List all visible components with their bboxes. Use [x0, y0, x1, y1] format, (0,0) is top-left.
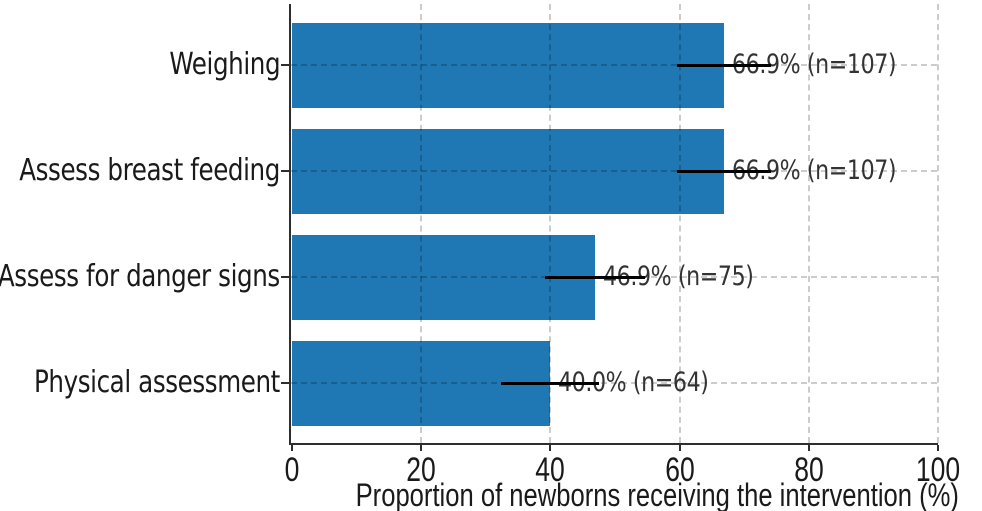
x-tick-label: 80 — [794, 451, 824, 489]
horizontal-gridline — [291, 64, 937, 66]
horizontal-gridline — [291, 170, 937, 172]
bar — [292, 22, 725, 108]
x-tick-mark — [678, 445, 681, 451]
x-tick-mark — [549, 445, 552, 451]
x-tick-label: 100 — [915, 451, 961, 489]
x-tick-label: 0 — [284, 451, 300, 489]
horizontal-gridline — [291, 382, 937, 384]
error-bar — [501, 381, 600, 385]
x-tick-mark — [937, 445, 939, 451]
y-tick-mark — [281, 64, 289, 66]
y-tick-label: Physical assessment — [34, 364, 280, 400]
y-tick-label: Assess breast feeding — [19, 152, 280, 188]
y-tick-mark — [281, 276, 289, 278]
y-axis-spine — [289, 4, 291, 445]
vertical-gridline — [420, 4, 423, 443]
bar — [292, 234, 595, 320]
x-tick-label: 60 — [664, 451, 695, 489]
x-tick-mark — [420, 445, 423, 451]
error-bar — [677, 169, 772, 173]
vertical-gridline — [937, 4, 939, 443]
vertical-gridline — [678, 4, 681, 443]
x-tick-label: 20 — [406, 451, 436, 489]
vertical-gridline — [807, 4, 810, 443]
x-tick-mark — [291, 445, 293, 451]
x-axis-spine — [289, 443, 938, 445]
x-tick-label: 40 — [535, 451, 566, 489]
y-tick-mark — [281, 382, 289, 384]
vertical-gridline — [549, 4, 552, 443]
y-tick-mark — [281, 170, 289, 172]
bar — [292, 128, 725, 214]
error-bar — [677, 63, 772, 67]
x-tick-mark — [807, 445, 810, 451]
y-tick-label: Assess for danger signs — [0, 258, 280, 294]
y-tick-label: Weighing — [169, 46, 280, 82]
error-bar — [545, 275, 645, 279]
x-axis-label: Proportion of newborns receiving the int… — [355, 477, 959, 511]
